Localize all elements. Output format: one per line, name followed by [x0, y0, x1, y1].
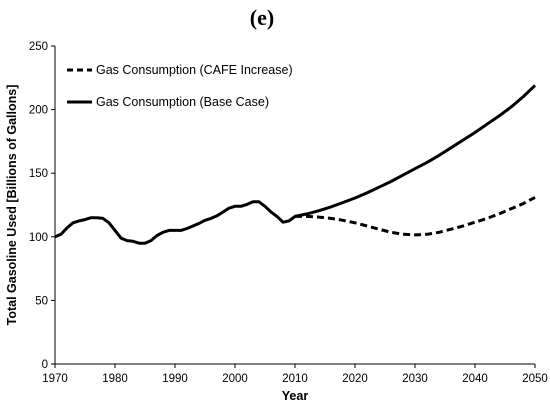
- series-line-cafe-increase: [295, 196, 536, 237]
- y-axis-title: Total Gasoline Used [Billions of Gallons…: [5, 85, 19, 326]
- y-tick-label: 150: [29, 168, 48, 180]
- chart-title: (e): [250, 5, 274, 30]
- y-tick-label: 0: [42, 359, 48, 371]
- x-tick-label: 2030: [402, 373, 428, 385]
- x-tick-label: 2020: [342, 373, 368, 385]
- y-tick-label: 250: [29, 41, 48, 53]
- x-tick-label: 2000: [222, 373, 248, 385]
- y-tick-label: 50: [35, 295, 48, 307]
- legend-label-base: Gas Consumption (Base Case): [96, 95, 269, 109]
- y-tick-label: 100: [29, 232, 48, 244]
- series-line-base-case: [54, 84, 537, 245]
- x-tick-label: 2040: [462, 373, 488, 385]
- x-tick-label: 2050: [522, 373, 548, 385]
- x-tick-label: 2010: [282, 373, 308, 385]
- x-tick-label: 1970: [42, 373, 68, 385]
- legend-label-cafe: Gas Consumption (CAFE Increase): [96, 63, 293, 77]
- axes: [54, 46, 535, 365]
- x-tick-label: 1990: [162, 373, 188, 385]
- ticks: 0 50 100 150 200 250 1970 1980 1990 2000 2010 2020 2…: [29, 41, 548, 385]
- x-tick-label: 1980: [102, 373, 128, 385]
- series-lines: [54, 84, 537, 245]
- legend: Gas Consumption (CAFE Increase) Gas Cons…: [67, 63, 293, 109]
- x-axis-title: Year: [282, 389, 309, 403]
- y-tick-label: 200: [29, 105, 48, 117]
